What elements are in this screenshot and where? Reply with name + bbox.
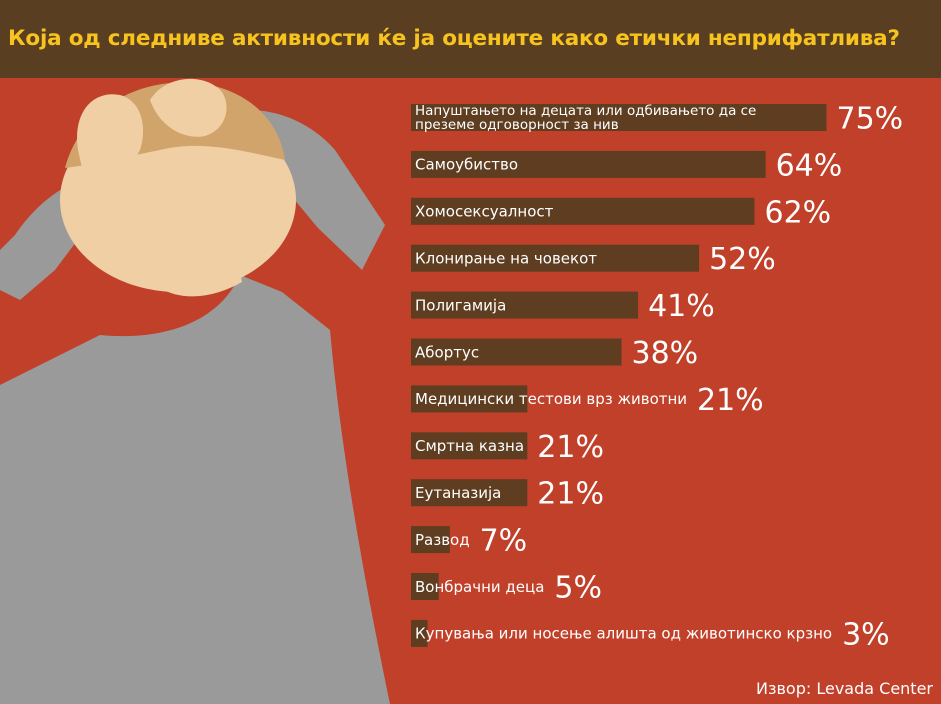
value-label-0: 75% bbox=[837, 102, 904, 137]
person-left-hand bbox=[77, 94, 144, 173]
value-label-9: 7% bbox=[480, 524, 528, 559]
value-label-7: 21% bbox=[537, 430, 604, 465]
bar-5 bbox=[411, 338, 622, 366]
value-label-3: 52% bbox=[709, 242, 776, 277]
bar-6 bbox=[411, 385, 528, 413]
person-right-hand bbox=[150, 78, 227, 137]
category-label-1: Самоубиство bbox=[415, 156, 518, 174]
category-label-0: Напуштањето на децата или одбивањето да … bbox=[415, 103, 756, 133]
value-label-5: 38% bbox=[632, 336, 699, 371]
source-note: Извор: Levada Center bbox=[756, 679, 933, 698]
category-label-4: Полигамија bbox=[415, 296, 506, 314]
value-label-4: 41% bbox=[648, 289, 715, 324]
bar-2 bbox=[411, 197, 755, 225]
value-label-10: 5% bbox=[554, 571, 602, 606]
category-label-10: Вонбрачни деца bbox=[415, 578, 544, 596]
bar-1 bbox=[411, 150, 766, 178]
bar-11 bbox=[411, 619, 428, 647]
value-label-8: 21% bbox=[537, 477, 604, 512]
stressed-person-illustration bbox=[0, 78, 390, 704]
category-label-5: Абортус bbox=[415, 343, 479, 361]
bar-3 bbox=[411, 244, 700, 272]
category-label-11: Купувања или носење алишта од животинско… bbox=[415, 625, 832, 643]
category-label-2: Хомосексуалност bbox=[415, 203, 554, 221]
bar-10 bbox=[411, 573, 439, 600]
chart-title: Која од следниве активности ќе ја оценит… bbox=[8, 26, 900, 51]
bar-7 bbox=[411, 432, 528, 460]
value-label-11: 3% bbox=[842, 617, 890, 652]
person-torso bbox=[0, 275, 390, 704]
value-label-2: 62% bbox=[765, 195, 832, 230]
bar-9 bbox=[411, 526, 450, 554]
bar-8 bbox=[411, 479, 528, 507]
bar-0 bbox=[411, 104, 827, 131]
value-label-1: 64% bbox=[776, 148, 843, 183]
bar-4 bbox=[411, 291, 639, 319]
category-label-8: Еутаназија bbox=[415, 484, 501, 502]
category-label-3: Клонирање на човекот bbox=[415, 249, 597, 267]
category-label-7: Смртна казна bbox=[415, 437, 524, 455]
category-label-9: Развод bbox=[415, 531, 470, 549]
value-label-6: 21% bbox=[697, 383, 764, 418]
category-label-6: Медицински тестови врз животни bbox=[415, 390, 687, 408]
header-bar: Која од следниве активности ќе ја оценит… bbox=[0, 0, 941, 78]
